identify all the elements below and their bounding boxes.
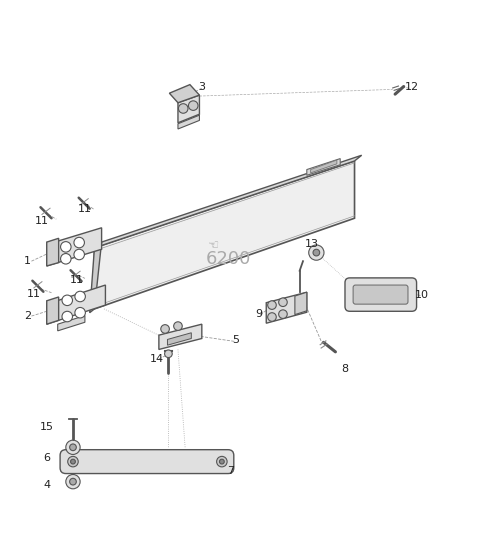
Polygon shape: [168, 333, 192, 345]
Text: 8: 8: [341, 364, 348, 374]
Circle shape: [179, 104, 188, 114]
Circle shape: [62, 311, 72, 322]
Circle shape: [313, 249, 320, 256]
FancyBboxPatch shape: [345, 278, 417, 311]
Polygon shape: [90, 242, 102, 313]
Circle shape: [268, 301, 276, 309]
Polygon shape: [178, 95, 199, 123]
Text: 4: 4: [43, 479, 50, 489]
Circle shape: [174, 322, 182, 331]
Circle shape: [75, 291, 85, 302]
Circle shape: [68, 456, 78, 467]
Polygon shape: [266, 292, 307, 323]
Text: 14: 14: [149, 354, 164, 364]
Circle shape: [74, 249, 84, 260]
FancyBboxPatch shape: [353, 285, 408, 304]
Circle shape: [62, 295, 72, 306]
Text: 11: 11: [27, 289, 41, 299]
Circle shape: [70, 444, 76, 451]
Circle shape: [75, 307, 85, 318]
Circle shape: [309, 245, 324, 260]
Polygon shape: [159, 324, 202, 349]
Polygon shape: [95, 161, 355, 309]
Polygon shape: [178, 115, 199, 129]
Text: 11: 11: [35, 215, 49, 225]
Circle shape: [74, 237, 84, 248]
Text: 13: 13: [305, 240, 319, 250]
Text: 11: 11: [78, 204, 92, 214]
Circle shape: [216, 456, 227, 467]
Polygon shape: [47, 238, 59, 266]
Text: 3: 3: [198, 82, 205, 92]
Text: 15: 15: [40, 422, 54, 432]
Text: 6: 6: [43, 453, 50, 463]
Text: 2: 2: [24, 311, 31, 321]
Circle shape: [60, 253, 71, 264]
Polygon shape: [47, 297, 59, 324]
Text: 12: 12: [405, 82, 419, 92]
Circle shape: [219, 459, 224, 464]
Circle shape: [268, 313, 276, 321]
Circle shape: [71, 459, 75, 464]
Circle shape: [189, 101, 198, 110]
Polygon shape: [58, 316, 85, 331]
Text: 6200: 6200: [205, 250, 251, 268]
Text: 1: 1: [24, 256, 31, 266]
FancyBboxPatch shape: [60, 450, 234, 473]
Circle shape: [161, 325, 169, 333]
Text: 9: 9: [255, 309, 263, 318]
Polygon shape: [95, 155, 362, 248]
Polygon shape: [295, 292, 307, 315]
Text: 10: 10: [414, 290, 428, 300]
Polygon shape: [307, 159, 340, 175]
Circle shape: [66, 440, 80, 455]
Circle shape: [279, 298, 287, 306]
Circle shape: [60, 242, 71, 252]
Text: 11: 11: [70, 276, 84, 285]
Circle shape: [279, 310, 287, 318]
Text: 7: 7: [227, 466, 234, 476]
Polygon shape: [311, 160, 337, 173]
Circle shape: [70, 478, 76, 485]
Text: ☜: ☜: [208, 240, 219, 252]
Circle shape: [66, 474, 80, 489]
Circle shape: [165, 350, 172, 358]
Polygon shape: [47, 228, 102, 266]
Polygon shape: [169, 85, 199, 102]
Text: 5: 5: [232, 335, 239, 345]
Polygon shape: [47, 285, 106, 324]
